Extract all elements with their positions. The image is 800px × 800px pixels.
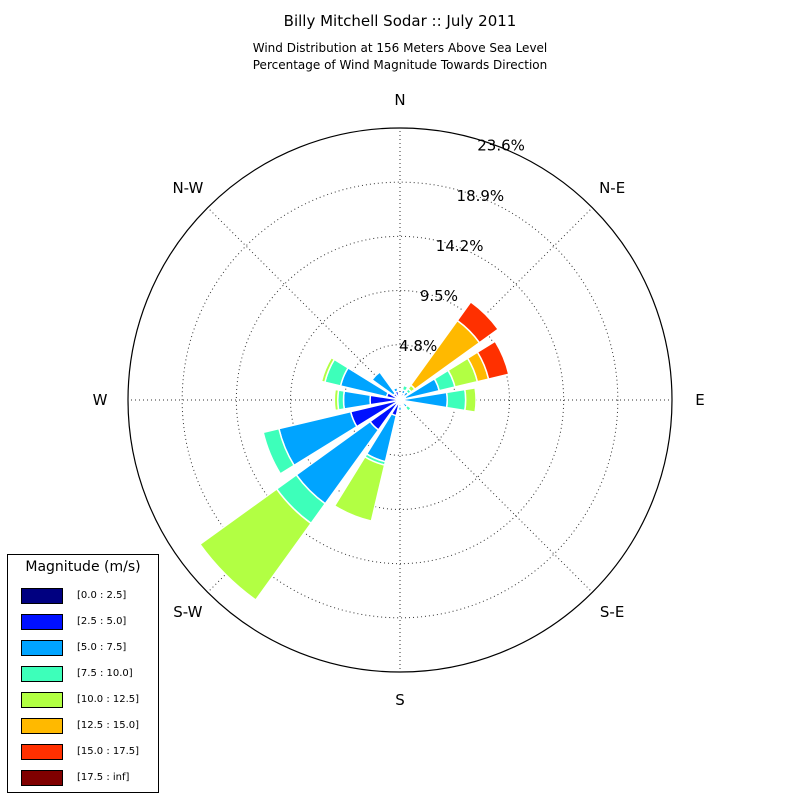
legend-swatch (21, 744, 63, 760)
legend-swatch (21, 666, 63, 682)
legend-swatch (21, 614, 63, 630)
legend-swatch (21, 588, 63, 604)
direction-label: S-E (600, 603, 624, 621)
chart-subtitle-line-2: Percentage of Wind Magnitude Towards Dir… (252, 58, 548, 72)
legend-label: [2.5 : 5.0] (77, 616, 127, 627)
wind-rose-bar (404, 404, 413, 413)
wind-rose-bar (463, 386, 477, 414)
direction-label: N-E (599, 179, 625, 197)
legend-label: [12.5 : 15.0] (77, 720, 140, 731)
radial-tick-label: 9.5% (420, 287, 458, 305)
wind-rose-bar (370, 370, 397, 397)
legend-title: Magnitude (m/s) (25, 559, 141, 575)
direction-label: S-W (173, 603, 202, 621)
wind-rose-bar (392, 386, 399, 394)
radial-gridline (290, 290, 510, 510)
radial-tick-label: 23.6% (477, 137, 525, 155)
wind-rose-bar (445, 388, 467, 412)
direction-gridline (207, 207, 401, 401)
wind-rose-bar (320, 356, 336, 384)
wind-rose-bar (456, 300, 500, 344)
legend-label: [5.0 : 7.5] (77, 642, 127, 653)
legend-swatch (21, 692, 63, 708)
direction-gridline (399, 399, 593, 593)
radial-tick-label: 4.8% (399, 337, 437, 355)
direction-label: N (394, 91, 405, 109)
legend: Magnitude (m/s) [0.0 : 2.5] [2.5 : 5.0] … (7, 554, 159, 793)
radial-gridline (181, 181, 619, 619)
legend-swatch (21, 770, 63, 786)
legend-label: [17.5 : inf] (77, 772, 130, 783)
legend-label: [7.5 : 10.0] (77, 668, 133, 679)
direction-label: S (395, 691, 405, 709)
legend-label: [0.0 : 2.5] (77, 590, 127, 601)
wind-rose-bar (333, 455, 386, 523)
chart-subtitle-line-1: Wind Distribution at 156 Meters Above Se… (252, 41, 548, 55)
direction-gridline (399, 207, 593, 401)
radial-gridline (235, 235, 565, 565)
legend-swatch (21, 640, 63, 656)
wind-rose-bar (476, 340, 510, 380)
wind-rose-bar (342, 390, 372, 410)
legend-swatch (21, 718, 63, 734)
direction-label: E (695, 391, 704, 409)
outer-circle (127, 127, 673, 673)
legend-label: [10.0 : 12.5] (77, 694, 140, 705)
wind-rose-bar (333, 388, 340, 412)
wind-rose-bar (198, 487, 313, 602)
legend-label: [15.0 : 17.5] (77, 746, 140, 757)
radial-tick-label: 18.9% (457, 187, 505, 205)
direction-label: N-W (172, 179, 203, 197)
chart-title: Billy Mitchell Sodar :: July 2011 (283, 12, 517, 30)
wind-rose-bar (401, 384, 409, 393)
radial-tick-label: 14.2% (436, 237, 484, 255)
direction-label: W (93, 391, 108, 409)
wind-rose-bar (262, 427, 296, 475)
